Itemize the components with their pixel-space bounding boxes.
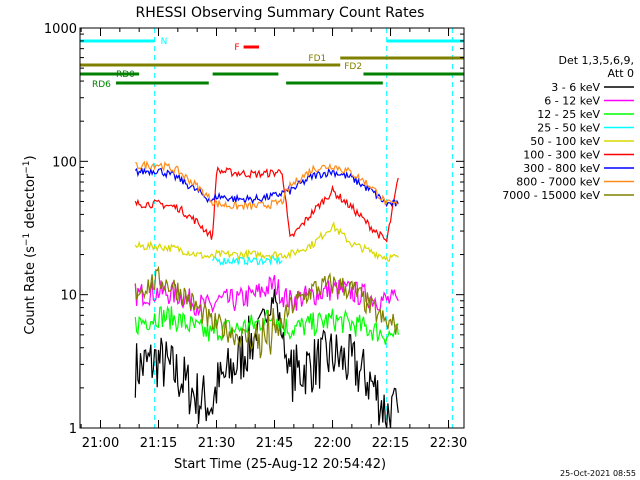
legend-label: 12 - 25 keV	[537, 108, 600, 121]
x-tick-label: 21:45	[256, 436, 293, 451]
legend-label: 100 - 300 keV	[523, 149, 600, 162]
y-label-end: )	[23, 155, 38, 160]
y-tick-label: 10	[60, 289, 77, 304]
series-line-7	[135, 160, 399, 211]
x-tick-label: 22:00	[314, 436, 351, 451]
y-axis-label: Count Rate (s−1 detector−1)	[22, 155, 38, 334]
timestamp: 25-Oct-2021 08:55	[560, 469, 636, 478]
x-tick-label: 21:30	[198, 436, 235, 451]
flag-label-rd0: RD0	[116, 70, 135, 80]
series-line-4	[134, 221, 399, 263]
series-line-3	[212, 255, 283, 267]
series-line-5	[134, 165, 399, 243]
legend-label: 6 - 12 keV	[544, 95, 600, 108]
series-line-6	[134, 167, 399, 208]
series-line-2	[134, 305, 399, 345]
series-line-1	[134, 274, 399, 317]
x-axis-label: Start Time (25-Aug-12 20:54:42)	[174, 457, 386, 472]
x-tick-label: 22:30	[430, 436, 467, 451]
y-label-mid: detector	[23, 173, 38, 233]
legend-header-line: Det 1,3,5,6,9,	[558, 54, 634, 67]
chart-title: RHESSI Observing Summary Count Rates	[136, 5, 425, 21]
y-tick-label: 1000	[44, 22, 77, 37]
x-tick-label: 21:15	[140, 436, 177, 451]
flag-label-n: N	[161, 37, 168, 47]
y-tick-label: 1	[69, 422, 77, 437]
y-label-main: Count Rate (s	[23, 246, 38, 335]
flag-label-fd1: FD1	[308, 54, 326, 64]
svg-text:Count Rate (s−1 detector−1): Count Rate (s−1 detector−1)	[22, 155, 38, 334]
x-tick-label: 22:15	[372, 436, 409, 451]
flag-label-f: F	[234, 43, 239, 53]
y-label-sup1: −1	[22, 233, 32, 246]
legend-header-line: Att 0	[608, 67, 634, 80]
series-line-8	[134, 265, 399, 359]
y-label-sup2: −1	[22, 160, 32, 173]
legend-label: 7000 - 15000 keV	[502, 189, 600, 202]
x-tick-label: 21:00	[82, 436, 119, 451]
series-line-0	[134, 288, 399, 429]
legend-label: 800 - 7000 keV	[516, 176, 600, 189]
flag-label-fd2: FD2	[344, 62, 362, 72]
plot-frame	[79, 27, 465, 429]
legend-label: 25 - 50 keV	[537, 122, 600, 135]
legend-label: 50 - 100 keV	[530, 135, 600, 148]
flag-label-rd6: RD6	[92, 80, 111, 90]
legend-label: 3 - 6 keV	[551, 81, 600, 94]
y-tick-label: 100	[52, 155, 77, 170]
legend-label: 300 - 800 keV	[523, 162, 600, 175]
